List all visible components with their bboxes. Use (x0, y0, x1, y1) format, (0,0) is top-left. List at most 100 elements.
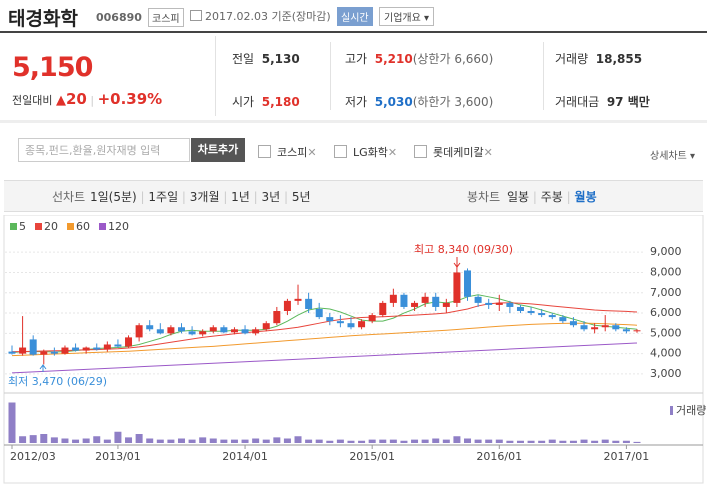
divider: | (529, 190, 541, 204)
candle-body (294, 298, 302, 301)
candle-body (464, 270, 472, 297)
candle-body (262, 323, 270, 330)
volume-bar (146, 438, 154, 443)
legend-label: 60 (76, 220, 90, 233)
volume-bar (167, 439, 175, 443)
volume-bar (135, 434, 143, 443)
volume-bar (527, 440, 535, 443)
volume-bar (125, 437, 133, 443)
candle-body (72, 347, 80, 351)
volume-bar (400, 440, 408, 443)
volume-bar (82, 438, 90, 443)
section-rule (0, 120, 707, 123)
header-rule (0, 31, 707, 33)
period-option[interactable]: 월봉 (574, 190, 597, 204)
stat: 시가 5,180 (232, 93, 300, 110)
compare-item[interactable]: 코스피✕ (258, 144, 317, 160)
candle-body (432, 296, 440, 307)
candle-body (591, 327, 599, 330)
stat: 거래대금 97 백만 (555, 93, 650, 110)
stat-value: 5,030 (374, 95, 413, 109)
divider: | (249, 190, 262, 204)
compare-item[interactable]: 롯데케미칼✕ (414, 144, 493, 160)
volume-bar (177, 438, 185, 443)
stat-value: 97 백만 (606, 95, 650, 109)
period-option[interactable]: 3년 (261, 190, 281, 204)
volume-bar (506, 440, 514, 443)
volume-bar (8, 402, 16, 443)
candle-body (347, 323, 355, 328)
volume-bar (538, 440, 546, 443)
period-list: 일봉 | 주봉 | 월봉 (507, 188, 597, 205)
period-option[interactable]: 1일(5분) (90, 190, 137, 204)
max-annotation: 최고 8,340 (09/30) (414, 243, 513, 256)
candle-body (527, 311, 535, 314)
volume-bar (548, 439, 556, 443)
candle-body (485, 302, 493, 305)
candle-body (273, 311, 281, 324)
stat-label: 저가 (345, 95, 368, 109)
divider (543, 42, 544, 110)
candle-body (209, 327, 217, 332)
period-option[interactable]: 1주일 (148, 190, 179, 204)
volume-bar (485, 439, 493, 443)
volume-bar (347, 440, 355, 443)
stat-value: 5,180 (261, 95, 300, 109)
volume-bar (569, 440, 577, 443)
search-input[interactable]: 종목,펀드,환율,원자재명 입력 (18, 138, 190, 162)
ma-line (11, 294, 638, 354)
period-option[interactable]: 1년 (231, 190, 250, 204)
candle-body (103, 344, 111, 350)
candle-body (368, 315, 376, 322)
divider (330, 42, 331, 110)
candle-body (135, 325, 143, 338)
legend-swatch (67, 223, 74, 230)
x-tick-label: 2014/01 (222, 450, 268, 463)
volume-bar (220, 439, 228, 443)
realtime-button[interactable]: 실시간 (337, 7, 373, 26)
candle-body (230, 329, 238, 333)
candle-body (146, 325, 154, 330)
period-option[interactable]: 3개월 (189, 190, 220, 204)
candle-body (82, 347, 90, 351)
quote-date: 2017.02.03 기준(장마감) (205, 10, 331, 23)
candle-body (580, 325, 588, 330)
volume-bar (464, 438, 472, 443)
candle-body (400, 294, 408, 307)
period-option[interactable]: 일봉 (507, 190, 530, 204)
detail-link[interactable]: 상세차트 ▾ (650, 151, 696, 162)
candle-body (305, 298, 313, 309)
x-tick-label: 2012/03 (10, 450, 56, 463)
candle-body (177, 327, 185, 332)
price: 5,150 (12, 52, 93, 83)
divider: | (90, 94, 95, 107)
volume-bar (591, 440, 599, 443)
candle-body (50, 351, 58, 354)
x-tick-label: 2016/01 (476, 450, 522, 463)
ma-line (12, 302, 638, 353)
compare-item[interactable]: LG화학✕ (334, 144, 397, 160)
volume-bar (230, 439, 238, 443)
volume-bar (209, 438, 217, 443)
candle-body (453, 272, 461, 303)
candle-body (167, 327, 175, 334)
volume-bar (103, 439, 111, 443)
candle-body (559, 317, 567, 322)
period-option[interactable]: 주봉 (540, 190, 563, 204)
period-option[interactable]: 5년 (291, 190, 311, 204)
legend-label: 120 (108, 220, 129, 233)
volume-bar (633, 441, 641, 443)
up-arrow: ▲ (55, 93, 66, 108)
min-annotation: 최저 3,470 (06/29) (8, 375, 107, 388)
volume-bar (262, 439, 270, 443)
legend-label: 20 (44, 220, 58, 233)
candle-body (495, 302, 503, 305)
company-button[interactable]: 기업개요 ▾ (379, 7, 435, 26)
company-label: 기업개요 (384, 13, 421, 24)
y-tick-label: 5,000 (650, 326, 682, 339)
candle-body (516, 306, 524, 312)
volume-bar (336, 439, 344, 443)
candle-body (283, 300, 291, 312)
add-button[interactable]: 차트추가 (191, 138, 245, 162)
